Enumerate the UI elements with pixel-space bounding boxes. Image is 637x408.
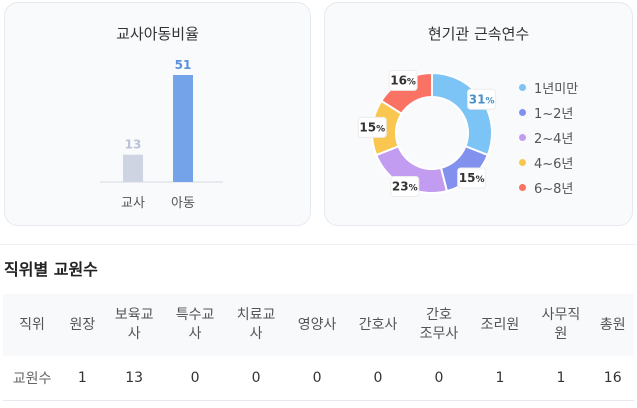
table-cell: 0 bbox=[251, 370, 261, 386]
bar-value-label: 51 bbox=[175, 58, 192, 72]
staff-section-title: 직위별 교원수 bbox=[4, 260, 98, 279]
slice-label-box bbox=[390, 175, 420, 197]
tenure-card: 현기관 근속연수 31% 15% 23% 15% 16% 1년미만 1~2년 2~4년 4~6… bbox=[324, 2, 633, 226]
legend-item: 2~4년 bbox=[519, 125, 578, 150]
slice-value-label: 15% bbox=[359, 120, 385, 134]
legend-item: 1년미만 bbox=[519, 75, 578, 100]
table-header-cell: 보육교 사 bbox=[114, 307, 154, 342]
table-cell: 0 bbox=[373, 370, 383, 386]
legend-label: 1~2년 bbox=[534, 107, 574, 122]
slice-value-label: 23% bbox=[392, 179, 418, 193]
teacher-child-ratio-card: 교사아동비율 13 교사 51 아동 bbox=[4, 2, 311, 226]
table-header-cell: 간호 조무사 bbox=[419, 307, 459, 342]
legend-label: 4~6년 bbox=[534, 157, 574, 172]
tenure-chart-title: 현기관 근속연수 bbox=[427, 25, 530, 43]
ratio-chart-title: 교사아동비율 bbox=[116, 25, 199, 43]
slice-value-label: 15% bbox=[459, 171, 485, 185]
slice-value-label: 31% bbox=[469, 92, 495, 106]
legend-dot bbox=[519, 184, 526, 191]
table-header-cell: 총원 bbox=[599, 316, 626, 333]
ratio-bar-chart: 13 교사 51 아동 bbox=[100, 58, 223, 211]
tenure-donut-chart: 31% 15% 23% 15% 16% bbox=[357, 69, 497, 197]
table-header-cell: 사무직 원 bbox=[541, 307, 581, 342]
bar-category-label: 아동 bbox=[171, 196, 195, 211]
legend-label: 1년미만 bbox=[534, 82, 579, 97]
legend-item: 1~2년 bbox=[519, 100, 578, 125]
table-cell: 0 bbox=[434, 370, 444, 386]
slice-label-box bbox=[357, 116, 387, 138]
legend-dot bbox=[519, 134, 526, 141]
bar-category-label: 교사 bbox=[121, 196, 145, 211]
donut-slice-0 bbox=[431, 71, 493, 157]
slice-value-label: 16% bbox=[390, 73, 416, 87]
legend-item: 6~8년 bbox=[519, 175, 578, 200]
table-cell: 1 bbox=[495, 370, 505, 386]
table-header-cell: 조리원 bbox=[480, 316, 520, 333]
legend-item: 4~6년 bbox=[519, 150, 578, 175]
slice-label-box bbox=[388, 69, 418, 91]
table-cell: 0 bbox=[312, 370, 322, 386]
legend-dot bbox=[519, 84, 526, 91]
table-header-row: 직위 원장 보육교 사 특수교 사 치료교 사 영양사 간호사 간호 조무사 조리원 사무직 원 총… bbox=[3, 294, 634, 356]
legend-label: 2~4년 bbox=[534, 132, 574, 147]
table-cell: 0 bbox=[190, 370, 200, 386]
table-cell: 1 bbox=[556, 370, 566, 386]
table-cell: 16 bbox=[603, 370, 622, 386]
legend-dot bbox=[519, 159, 526, 166]
table-header-cell: 간호사 bbox=[358, 316, 398, 333]
bar-1 bbox=[173, 75, 193, 182]
table-header-cell: 원장 bbox=[69, 316, 96, 333]
slice-label-box bbox=[457, 167, 487, 189]
staff-count-table: 직위 원장 보육교 사 특수교 사 치료교 사 영양사 간호사 간호 조무사 조리원 사무직 원 총… bbox=[3, 294, 634, 401]
legend-dot bbox=[519, 109, 526, 116]
table-cell: 1 bbox=[77, 370, 87, 386]
table-cell: 13 bbox=[125, 370, 144, 386]
tenure-legend: 1년미만 1~2년 2~4년 4~6년 6~8년 bbox=[519, 75, 578, 200]
table-header-cell: 직위 bbox=[19, 316, 45, 333]
bar-value-label: 13 bbox=[125, 138, 142, 152]
row-header-cell: 교원수 bbox=[12, 371, 52, 387]
slice-label-box bbox=[467, 88, 497, 110]
table-header-cell: 특수교 사 bbox=[175, 307, 215, 342]
bar-0 bbox=[123, 154, 143, 182]
table-header-cell: 영양사 bbox=[297, 316, 337, 333]
legend-label: 6~8년 bbox=[534, 182, 574, 197]
section-divider bbox=[0, 244, 637, 245]
table-row: 교원수 1 13 0 0 0 0 0 1 1 16 bbox=[3, 356, 634, 401]
table-header-cell: 치료교 사 bbox=[236, 307, 276, 342]
